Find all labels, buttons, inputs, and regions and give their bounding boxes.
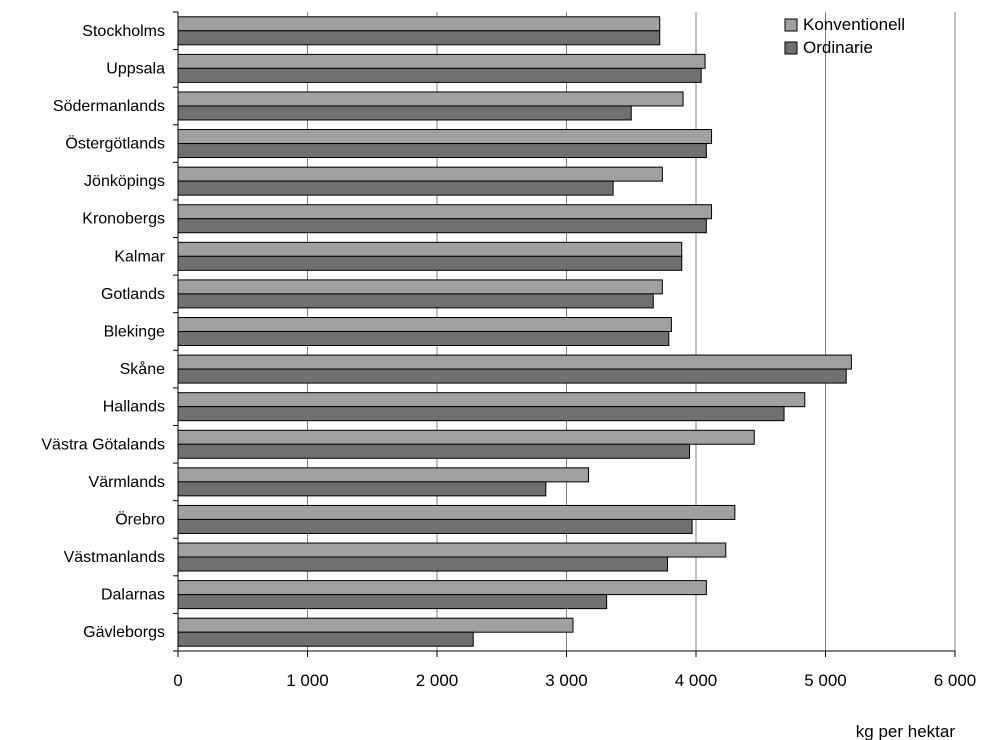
bar-konventionell-14 — [177, 542, 727, 558]
x-axis-title: kg per hektar — [856, 722, 956, 740]
category-label: Blekinge — [104, 324, 165, 341]
bar-ordinarie-3 — [177, 143, 707, 159]
category-label: Gotlands — [101, 286, 165, 303]
category-label: Kronobergs — [82, 211, 165, 228]
x-tick-label: 3 000 — [545, 671, 588, 690]
bar-konventionell-0 — [177, 16, 661, 32]
bar-konventionell-15 — [177, 580, 707, 596]
category-label: Stockholms — [82, 23, 165, 40]
category-label: Gävleborgs — [83, 624, 165, 641]
bar-konventionell-13 — [177, 504, 736, 520]
bar-ordinarie-7 — [177, 293, 654, 309]
bar-ordinarie-15 — [177, 594, 608, 610]
bar-konventionell-5 — [177, 204, 713, 220]
legend-label-1: Ordinarie — [803, 38, 873, 57]
bar-konventionell-9 — [177, 354, 852, 370]
bar-konventionell-4 — [177, 166, 663, 182]
x-tick-labels: 0 1 000 2 000 3 000 4 000 5 000 6 000 — [173, 671, 976, 690]
legend: Konventionell Ordinarie — [784, 15, 905, 57]
category-label: Hallands — [103, 399, 165, 416]
bar-ordinarie-2 — [177, 105, 632, 121]
category-label: Jönköpings — [84, 173, 165, 190]
legend-label-0: Konventionell — [803, 15, 905, 34]
x-tick-label: 4 000 — [675, 671, 718, 690]
legend-swatch-0 — [784, 18, 798, 32]
bar-konventionell-11 — [177, 429, 755, 445]
category-label: Dalarnas — [101, 587, 165, 604]
x-tick-label: 6 000 — [934, 671, 977, 690]
bar-ordinarie-5 — [177, 218, 707, 234]
x-tick-label: 2 000 — [416, 671, 459, 690]
category-label: Värmlands — [89, 474, 165, 491]
bar-konventionell-10 — [177, 392, 806, 408]
bar-konventionell-16 — [177, 617, 574, 633]
bar-ordinarie-1 — [177, 67, 702, 83]
bar-ordinarie-12 — [177, 481, 547, 497]
axes — [173, 11, 956, 657]
bar-ordinarie-4 — [177, 180, 614, 196]
category-label: Kalmar — [114, 248, 165, 265]
bar-ordinarie-9 — [177, 368, 847, 384]
bar-ordinarie-0 — [177, 30, 661, 46]
category-label: Skåne — [120, 360, 165, 378]
bar-konventionell-2 — [177, 91, 684, 107]
bar-konventionell-7 — [177, 279, 663, 295]
category-label: Östergötlands — [65, 135, 165, 153]
bar-konventionell-12 — [177, 467, 590, 483]
category-label: Västra Götalands — [41, 436, 165, 453]
bar-konventionell-6 — [177, 241, 683, 257]
bar-ordinarie-16 — [177, 631, 474, 647]
x-tick-label: 1 000 — [286, 671, 329, 690]
category-label: Södermanlands — [53, 98, 165, 115]
bar-ordinarie-13 — [177, 518, 693, 534]
bars — [177, 16, 852, 647]
bar-ordinarie-6 — [177, 255, 683, 271]
legend-swatch-1 — [784, 41, 798, 55]
bar-ordinarie-10 — [177, 406, 785, 422]
category-label: Uppsala — [106, 60, 165, 77]
x-tick-label: 5 000 — [804, 671, 847, 690]
bar-konventionell-1 — [177, 53, 706, 69]
category-labels: Stockholms Uppsala Södermanlands Östergötla… — [41, 23, 165, 641]
category-label: Örebro — [115, 510, 165, 528]
category-label: Västmanlands — [64, 549, 165, 566]
x-tick-label: 0 — [173, 671, 182, 690]
bar-ordinarie-8 — [177, 331, 670, 346]
bar-ordinarie-11 — [177, 443, 691, 459]
bar-ordinarie-14 — [177, 556, 669, 572]
bar-konventionell-8 — [177, 317, 672, 332]
bar-konventionell-3 — [177, 129, 713, 145]
